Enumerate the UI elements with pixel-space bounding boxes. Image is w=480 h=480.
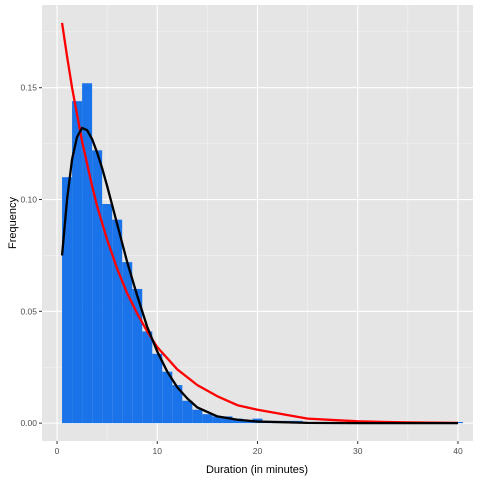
histogram-bar [212, 416, 223, 424]
axes: 0 10 20 30 40 0.00 0.05 0.10 0.15 [20, 83, 463, 456]
histogram-bar [182, 400, 193, 424]
y-tick-label: 0.15 [20, 83, 37, 93]
histogram-bars [62, 83, 463, 424]
histogram-bar [242, 420, 253, 424]
histogram-bar [122, 262, 133, 424]
histogram-bar [132, 288, 143, 424]
histogram-bar [142, 331, 153, 424]
black-fit-line [60, 126, 458, 425]
histogram-bar [222, 416, 233, 424]
y-tick-label: 0.00 [20, 418, 37, 428]
x-tick-label: 30 [353, 446, 363, 456]
x-tick-label: 20 [253, 446, 263, 456]
histogram-bar [92, 150, 103, 424]
histogram-bar [192, 409, 203, 424]
x-tick-label: 10 [153, 446, 163, 456]
histogram-bar [162, 371, 173, 424]
y-tick-label: 0.10 [20, 195, 37, 205]
x-axis-title: Duration (in minutes) [206, 464, 308, 476]
x-tick-label: 0 [55, 446, 60, 456]
fit-lines [60, 22, 458, 425]
y-tick-label: 0.05 [20, 306, 37, 316]
histogram-bar [102, 203, 113, 424]
histogram-bar [112, 219, 123, 424]
histogram-bar [62, 177, 73, 424]
y-axis-title: Frequency [7, 197, 19, 249]
x-tick-label: 40 [453, 446, 463, 456]
histogram-bar [72, 101, 83, 424]
histogram-bar [202, 414, 213, 424]
histogram-bar [82, 83, 93, 424]
histogram-bar [152, 353, 163, 424]
histogram-bar [172, 385, 183, 424]
